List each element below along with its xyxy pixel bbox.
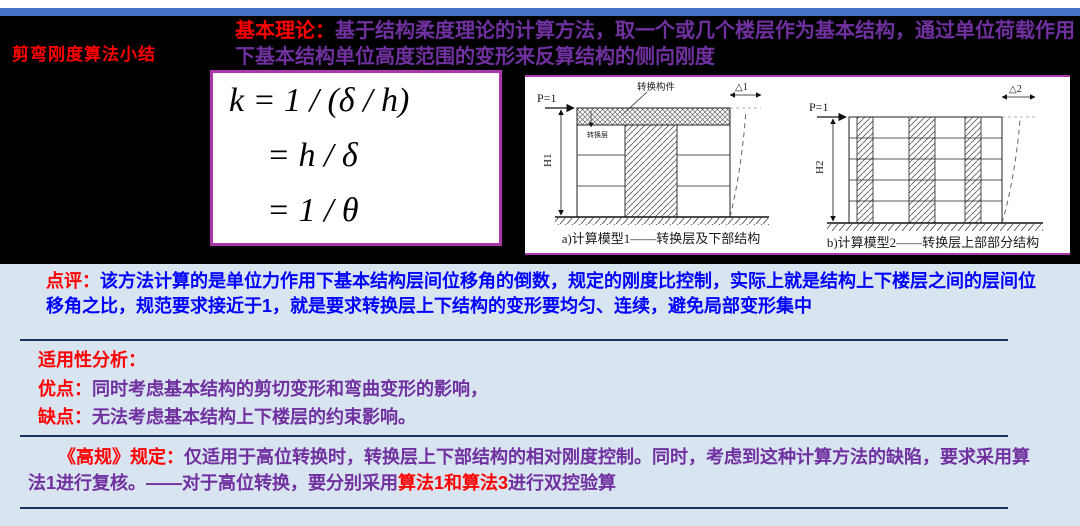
left-transfer-member-label: 转换构件 [637, 81, 676, 93]
calculation-model-figures: P=1 H1 转换构件 [525, 75, 1070, 255]
cons-line: 缺点：无法考虑基本结构上下楼层的约束影响。 [38, 405, 416, 430]
left-storey-label: 转换层 [587, 130, 608, 139]
left-height-label: H1 [542, 154, 554, 167]
top-accent-bar [0, 8, 1080, 16]
right-structure-diagram: P=1 H2 △2 [809, 84, 1043, 250]
right-delta-label: △2 [1009, 84, 1022, 95]
cons-text: 无法考虑基本结构上下楼层的约束影响。 [92, 407, 416, 427]
basic-theory-paragraph: 基本理论：基于结构柔度理论的计算方法，取一个或几个楼层作为基本结构，通过单位荷载… [235, 18, 1080, 70]
cons-label: 缺点： [38, 407, 92, 427]
pros-text: 同时考虑基本结构的剪切变形和弯曲变形的影响， [92, 379, 488, 399]
upper-black-panel: 剪弯刚度算法小结 基本理论：基于结构柔度理论的计算方法，取一个或几个楼层作为基本… [0, 16, 1080, 264]
formula-line-1: k = 1 / (δ / h) [229, 82, 410, 119]
lower-light-blue-panel: 点评：该方法计算的是单位力作用下基本结构层间位移角的倒数，规定的刚度比控制，实际… [0, 264, 1080, 526]
left-deflection-curve [729, 109, 747, 218]
separator-line [20, 435, 1008, 437]
formula-line-2: = h / δ [267, 137, 358, 174]
left-diagram-caption: a)计算模型1——转换层及下部结构 [562, 231, 761, 246]
left-shear-wall [624, 124, 678, 218]
left-ground-hatch [555, 218, 769, 225]
comment-paragraph: 点评：该方法计算的是单位力作用下基本结构层间位移角的倒数，规定的刚度比控制，实际… [46, 269, 1036, 319]
code-provision-label: 《高规》规定： [58, 447, 184, 467]
right-load-label: P=1 [809, 100, 828, 114]
right-deflection-curve [1001, 118, 1021, 224]
formula-line-3: = 1 / θ [267, 192, 359, 229]
basic-theory-text: 基于结构柔度理论的计算方法，取一个或几个楼层作为基本结构，通过单位荷载作用下基本… [235, 20, 1075, 68]
left-structure-diagram: P=1 H1 转换构件 [537, 81, 769, 246]
code-provision-highlight: 算法1和算法3 [398, 473, 509, 493]
comment-text: 该方法计算的是单位力作用下基本结构层间位移角的倒数，规定的刚度比控制，实际上就是… [46, 271, 1036, 316]
left-load-label: P=1 [537, 91, 556, 105]
right-wall-pier [964, 116, 982, 224]
right-diagram-caption: b)计算模型2——转换层上部部分结构 [827, 235, 1039, 250]
separator-line [20, 507, 1008, 509]
basic-theory-label: 基本理论： [235, 20, 335, 42]
comment-label: 点评： [46, 271, 100, 291]
right-wall-pier [856, 116, 874, 224]
code-provision-text-2: 进行双控验算 [508, 473, 617, 493]
applicability-title: 适用性分析： [38, 350, 146, 370]
right-wall-pier [908, 116, 936, 224]
code-provision-paragraph: 《高规》规定：仅适用于高位转换时，转换层上下部结构的相对刚度控制。同时，考虑到这… [28, 444, 1030, 496]
slide-title: 剪弯刚度算法小结 [12, 45, 156, 64]
right-height-label: H2 [814, 161, 826, 174]
left-transfer-beam [576, 107, 731, 126]
pros-label: 优点： [38, 379, 92, 399]
right-ground-hatch [827, 224, 1043, 231]
left-delta-label: △1 [735, 82, 748, 93]
separator-line [20, 339, 1008, 341]
pros-line: 优点：同时考虑基本结构的剪切变形和弯曲变形的影响， [38, 377, 488, 402]
stiffness-formula-box: k = 1 / (δ / h) = h / δ = 1 / θ [210, 70, 502, 246]
code-provision-text-1: 仅适用于高位转换时，转换层上下部结构的相对刚度控制。同时，考虑到这种计算方法的缺… [28, 447, 1030, 493]
